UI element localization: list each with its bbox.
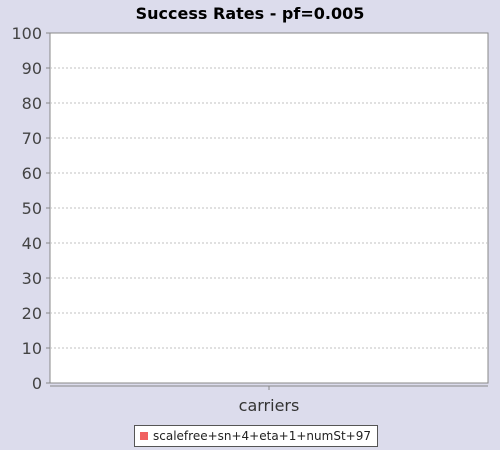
- y-tick-label: 20: [22, 304, 42, 323]
- y-tick-label: 50: [22, 199, 42, 218]
- y-tick-label: 90: [22, 59, 42, 78]
- y-tick-label: 80: [22, 94, 42, 113]
- y-gridlines: [50, 67, 488, 349]
- legend-swatch: [140, 432, 148, 440]
- y-tick-label: 60: [22, 164, 42, 183]
- y-tick-label: 10: [22, 339, 42, 358]
- x-tick-labels: carriers: [239, 386, 300, 415]
- y-tick-label: 100: [11, 24, 42, 43]
- x-tick-label: carriers: [239, 396, 300, 415]
- legend-label: scalefree+sn+4+eta+1+numSt+97: [153, 429, 371, 443]
- y-tick-label: 30: [22, 269, 42, 288]
- y-tick-label: 70: [22, 129, 42, 148]
- y-tick-label: 40: [22, 234, 42, 253]
- chart-legend: scalefree+sn+4+eta+1+numSt+97: [134, 425, 378, 447]
- y-tick-labels: 0 10 20 30 40 50 60 70 80 90 100: [11, 24, 50, 393]
- chart-title: Success Rates - pf=0.005: [135, 4, 365, 23]
- y-tick-label: 0: [32, 374, 42, 393]
